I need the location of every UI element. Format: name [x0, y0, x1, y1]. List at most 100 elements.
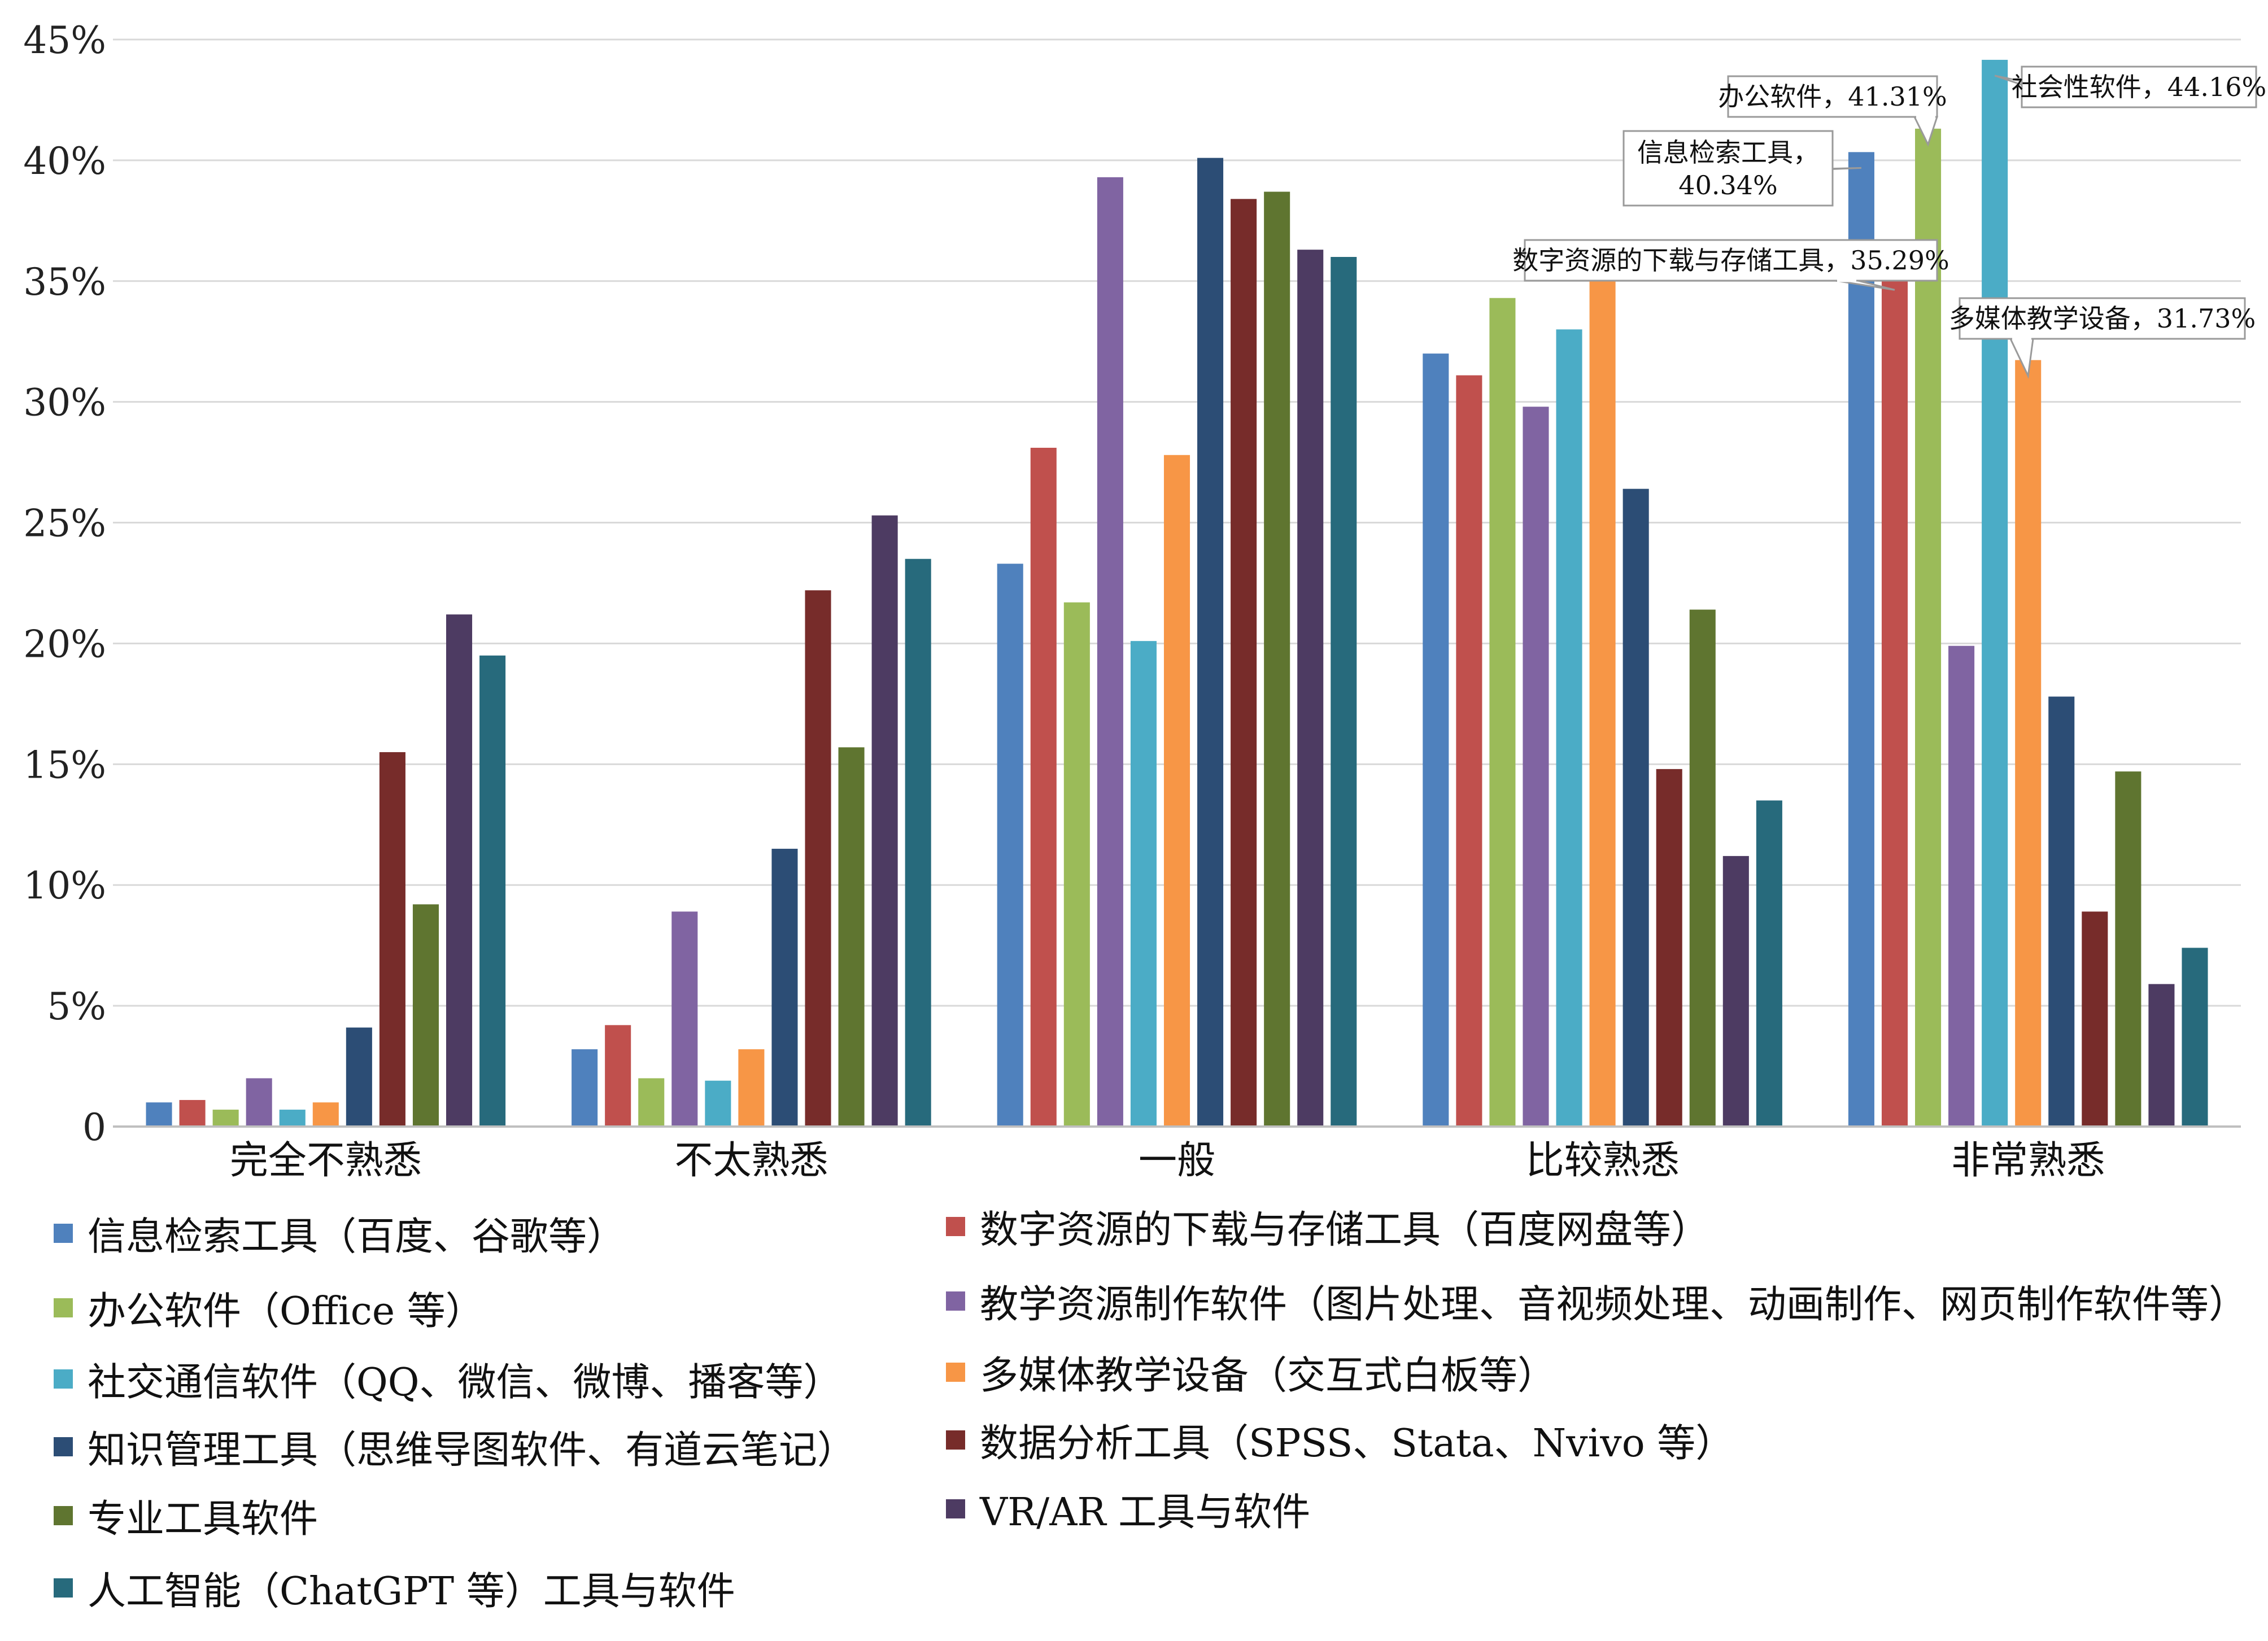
x-tick-label: 一般 [1139, 1138, 1215, 1183]
bar [1264, 191, 1290, 1127]
bar [379, 752, 405, 1127]
y-axis-ticks: 0 5% 10% 15% 20% 25% 30% 35% 40% 45% [23, 19, 106, 1149]
bar [1623, 488, 1649, 1127]
x-tick-label: 完全不熟悉 [230, 1138, 422, 1183]
y-tick-label: 35% [23, 260, 106, 304]
bar [1848, 152, 1874, 1127]
bar [146, 1102, 172, 1127]
legend-swatch [946, 1499, 965, 1518]
bar [905, 558, 931, 1127]
legend-swatch [946, 1430, 965, 1450]
callout-label: 社会性软件，44.16% [2012, 72, 2266, 102]
bar [805, 590, 831, 1127]
y-tick-label: 15% [23, 743, 106, 787]
callout-label: 多媒体教学设备，31.73% [1949, 303, 2256, 334]
callout-label: 信息检索工具， 40.34% [1637, 137, 1819, 200]
legend-item: 专业工具软件 [54, 1487, 318, 1543]
bar [2148, 984, 2175, 1127]
bar [1097, 177, 1123, 1127]
x-axis-labels: 完全不熟悉 不太熟悉 一般 比较熟悉 非常熟悉 [230, 1138, 2105, 1183]
legend-swatch [946, 1216, 965, 1236]
y-tick-label: 20% [23, 622, 106, 666]
bar [1722, 856, 1749, 1127]
bar [2182, 948, 2208, 1127]
bar [871, 515, 898, 1127]
bar [572, 1049, 598, 1127]
bar [2015, 360, 2042, 1127]
bar [1556, 329, 1582, 1127]
y-tick-label: 25% [23, 502, 106, 545]
bar [312, 1102, 339, 1127]
data-callout: 数字资源的下载与存储工具，35.29% [1512, 239, 1949, 291]
bar [1030, 447, 1057, 1127]
bar [1689, 609, 1716, 1127]
y-tick-label: 5% [47, 985, 106, 1028]
bar [2048, 696, 2075, 1127]
bar [1523, 407, 1549, 1127]
bar [1948, 645, 1975, 1127]
bar [1589, 276, 1616, 1127]
callout-label: 数字资源的下载与存储工具，35.29% [1512, 245, 1949, 276]
legend-label: 多媒体教学设备（交互式白板等） [980, 1354, 1556, 1398]
legend-label: 知识管理工具（思维导图软件、有道云笔记） [88, 1428, 856, 1473]
legend-label: 教学资源制作软件（图片处理、音视频处理、动画制作、网页制作软件等） [980, 1282, 2248, 1327]
bar [1915, 128, 1942, 1127]
bar [1982, 59, 2008, 1127]
legend-item: VR/AR 工具与软件 [946, 1481, 1310, 1537]
bar [1297, 250, 1324, 1127]
bar [1231, 199, 1257, 1127]
data-callout: 信息检索工具， 40.34% [1623, 130, 1861, 207]
bar [1456, 375, 1482, 1127]
legend: 信息检索工具（百度、谷歌等） 数字资源的下载与存储工具（百度网盘等） 办公软件（Of… [0, 1203, 2268, 1641]
legend-item: 数据分析工具（SPSS、Stata、Nvivo 等） [946, 1412, 1734, 1468]
legend-label: 专业工具软件 [88, 1497, 319, 1542]
legend-swatch [54, 1223, 73, 1243]
bar [705, 1080, 731, 1127]
bar [771, 849, 798, 1127]
legend-item: 知识管理工具（思维导图软件、有道云笔记） [54, 1419, 856, 1474]
y-tick-label: 30% [23, 381, 106, 425]
legend-label: VR/AR 工具与软件 [980, 1490, 1311, 1535]
bar [1489, 298, 1516, 1127]
bar [279, 1110, 306, 1127]
bar [1130, 641, 1157, 1127]
bar [1063, 602, 1090, 1127]
bar [1331, 257, 1357, 1127]
bar [446, 614, 473, 1127]
legend-swatch [54, 1578, 73, 1598]
bars [146, 59, 2208, 1127]
legend-label: 数据分析工具（SPSS、Stata、Nvivo 等） [980, 1421, 1734, 1466]
bar [412, 904, 439, 1127]
legend-item: 社交通信软件（QQ、微信、微博、播客等） [54, 1351, 842, 1407]
legend-label: 数字资源的下载与存储工具（百度网盘等） [980, 1208, 1710, 1252]
data-callout: 多媒体教学设备，31.73% [1949, 297, 2256, 379]
bar [479, 655, 506, 1127]
bar [179, 1099, 206, 1127]
legend-swatch [946, 1291, 965, 1311]
legend-item: 办公软件（Office 等） [54, 1280, 484, 1336]
bar [1756, 800, 1782, 1127]
legend-label: 人工智能（ChatGPT 等）工具与软件 [88, 1569, 735, 1614]
bar [1163, 455, 1190, 1127]
bar [1423, 353, 1449, 1127]
bar [1656, 769, 1682, 1127]
bar [838, 747, 865, 1127]
legend-item: 数字资源的下载与存储工具（百度网盘等） [946, 1198, 1709, 1254]
y-tick-label: 0 [82, 1106, 106, 1149]
data-callout: 社会性软件，44.16% [1994, 66, 2266, 108]
legend-label: 办公软件（Office 等） [88, 1289, 484, 1334]
bar [738, 1049, 765, 1127]
y-tick-label: 40% [23, 139, 106, 183]
annotations: 信息检索工具， 40.34% 数字资源的下载与存储工具，35.29% 办公软件，41.… [1512, 66, 2266, 379]
bar [638, 1078, 665, 1127]
legend-swatch [54, 1298, 73, 1317]
legend-item: 多媒体教学设备（交互式白板等） [946, 1344, 1556, 1400]
bar [2115, 771, 2141, 1127]
legend-swatch [54, 1437, 73, 1456]
x-tick-label: 比较熟悉 [1526, 1138, 1680, 1183]
y-tick-label: 45% [23, 19, 106, 62]
bar [671, 911, 698, 1127]
legend-item: 教学资源制作软件（图片处理、音视频处理、动画制作、网页制作软件等） [946, 1273, 2247, 1329]
legend-swatch [946, 1362, 965, 1382]
